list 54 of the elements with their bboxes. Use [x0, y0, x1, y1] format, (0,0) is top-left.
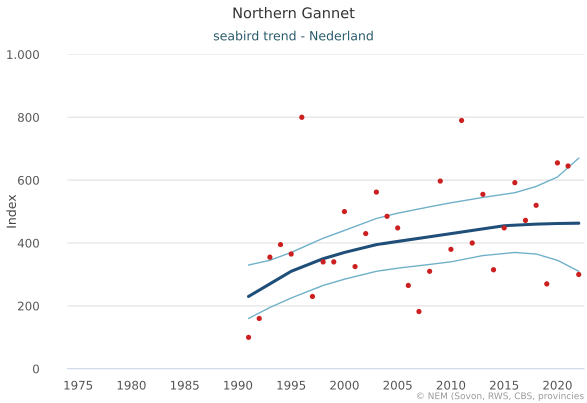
- point: [278, 242, 284, 248]
- y-axis-title: Index: [6, 194, 16, 228]
- x-tick-label: 1975: [64, 380, 92, 390]
- point: [374, 189, 379, 195]
- point: [352, 264, 358, 270]
- point: [512, 180, 518, 186]
- y-tick-label: 1.000: [7, 50, 39, 60]
- point: [342, 208, 348, 214]
- point: [406, 282, 411, 288]
- x-tick-label: 2015: [490, 380, 518, 390]
- point: [480, 192, 486, 197]
- point: [490, 267, 496, 272]
- chart-subtitle: seabird trend - Nederland: [214, 30, 373, 40]
- point: [458, 118, 464, 124]
- point: [395, 225, 400, 231]
- point: [310, 294, 316, 300]
- point: [416, 308, 422, 314]
- chart-title: Northern Gannet: [234, 7, 355, 18]
- x-tick-label: 2000: [330, 380, 359, 390]
- point: [288, 251, 294, 257]
- line-series: [247, 222, 580, 298]
- x-tick-label: 1995: [277, 380, 306, 390]
- y-tick-label: 800: [18, 112, 39, 122]
- point: [320, 259, 326, 264]
- y-tick-label: 200: [18, 302, 39, 311]
- point: [331, 259, 336, 264]
- point: [534, 202, 539, 208]
- line-series: [248, 157, 580, 266]
- point: [522, 218, 528, 223]
- point: [544, 281, 550, 286]
- point: [565, 163, 571, 169]
- point: [438, 178, 443, 184]
- y-tick-label: 0: [32, 364, 39, 374]
- point: [256, 316, 262, 322]
- point: [299, 114, 304, 120]
- x-tick-label: 1980: [118, 380, 146, 390]
- x-tick-label: 2010: [436, 380, 466, 390]
- y-tick-label: 600: [18, 176, 39, 185]
- point: [427, 268, 432, 274]
- x-tick-label: 1985: [170, 380, 199, 390]
- point: [554, 160, 560, 166]
- point: [267, 254, 272, 260]
- text: © NEM (Sovon, RWS, CBS, provincies: [417, 392, 584, 401]
- x-tick-label: 2020: [543, 380, 572, 390]
- point: [448, 246, 454, 252]
- point: [363, 230, 368, 236]
- x-tick-label: 1990: [224, 380, 252, 390]
- x-tick-label: 2005: [384, 380, 412, 390]
- point: [246, 334, 252, 340]
- point: [470, 240, 475, 246]
- y-tick-label: 400: [18, 238, 39, 248]
- point: [502, 225, 507, 231]
- point: [384, 214, 390, 219]
- point: [576, 272, 582, 278]
